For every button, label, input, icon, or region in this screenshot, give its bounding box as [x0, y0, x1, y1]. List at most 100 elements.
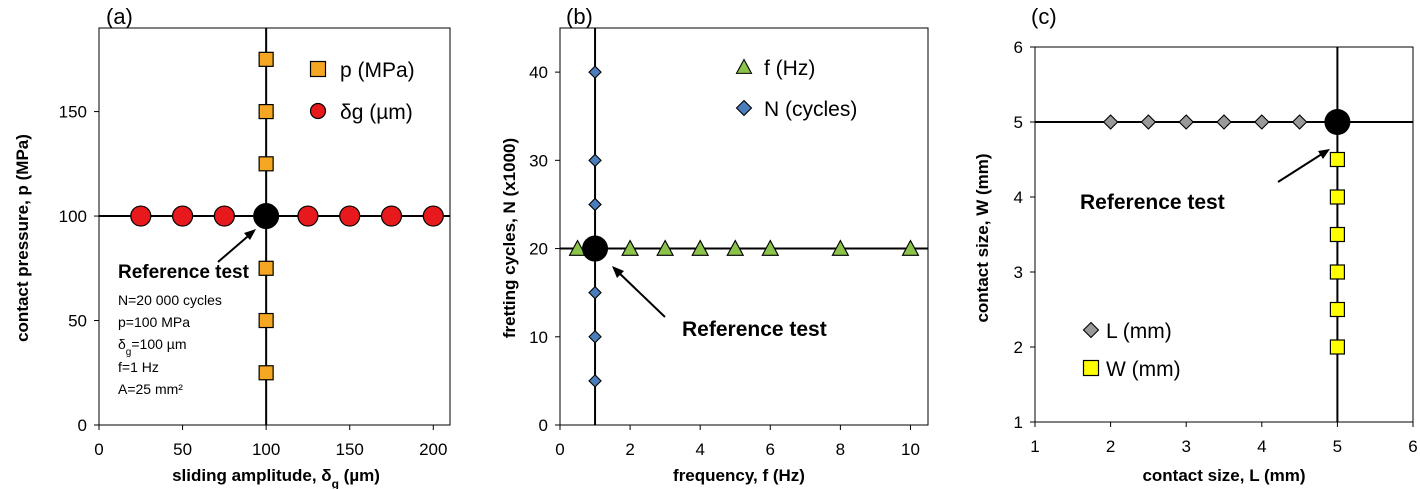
panel-b-ytick-label: 30 — [529, 151, 548, 170]
panel-c-reference-point — [1324, 109, 1351, 135]
panel-b-series-2-point — [588, 197, 602, 212]
panel-b-series-2-point — [588, 285, 602, 300]
panel-c-series-1-point — [1291, 114, 1308, 130]
panel-a-series-1-point — [258, 260, 274, 276]
panel-b-ytick-label: 0 — [539, 416, 548, 435]
panel-c-xtick-label: 1 — [1030, 437, 1039, 456]
panel-b: (b) frequency, f (Hz) fretting cycles, N… — [500, 4, 929, 485]
panel-b-xtick-label: 2 — [625, 440, 634, 459]
panel-c-xtick-label: 4 — [1257, 437, 1266, 456]
panel-c: (c) contact size, L (mm) contact size, W… — [973, 4, 1418, 485]
panel-c-xlabel: contact size, L (mm) — [1142, 466, 1305, 485]
panel-b-series-1-point — [726, 239, 745, 256]
panel-c-ytick-label: 1 — [1014, 413, 1023, 432]
panel-a-annotation-title: Reference test — [118, 262, 250, 283]
panel-c-xtick-label: 2 — [1106, 437, 1115, 456]
panel-b-xtick-label: 6 — [766, 440, 775, 459]
panel-c-plot-frame — [1034, 46, 1414, 423]
panel-b-series-1-point — [901, 239, 920, 256]
panel-a-xtick-label: 50 — [173, 440, 192, 459]
panel-a-arrowhead-icon — [244, 229, 256, 240]
panel-a-legend-marker-1 — [309, 60, 327, 78]
panel-b-series-1-point — [568, 239, 587, 256]
panel-b-xlabel: frequency, f (Hz) — [673, 466, 805, 485]
panel-a-legend-label-1: p (MPa) — [340, 59, 415, 82]
panel-b-series-1-point — [621, 239, 640, 256]
panel-c-series-1-point — [1216, 114, 1232, 130]
panel-c-legend-marker-2 — [1082, 359, 1100, 377]
panel-a-annotation: Reference test N=20 000 cycles p=100 MPa… — [118, 229, 256, 397]
panel-c-arrowhead-icon — [1318, 149, 1330, 159]
panel-b-annotation-arrow — [615, 269, 666, 318]
panel-c-ytick-label: 4 — [1014, 188, 1023, 207]
panel-a-series-2-point — [130, 205, 152, 227]
panel-a-series-2-point — [297, 205, 319, 227]
panel-c-series-1-point — [1254, 114, 1270, 130]
panel-a-legend-label-2: δg (µm) — [340, 101, 413, 124]
panel-a-series-2-point — [213, 205, 235, 227]
panel-a-series-2-point — [422, 205, 444, 227]
panel-a-xtick-label: 150 — [336, 440, 364, 459]
panel-a-ylabel: contact pressure, p (MPa) — [13, 134, 32, 342]
panel-c-legend-label-1: L (mm) — [1106, 320, 1172, 343]
panel-a-series-2-point — [380, 205, 403, 227]
panel-a-annotation-line-2: p=100 MPa — [118, 314, 190, 330]
panel-c-series-1-point — [1140, 114, 1157, 130]
panel-c-series-1-point — [1178, 114, 1194, 130]
panel-c-xtick-label: 6 — [1408, 437, 1417, 456]
panel-a-xlabel: sliding amplitude, δg (µm) — [172, 466, 380, 489]
panel-c-xtick-label: 3 — [1181, 437, 1190, 456]
panel-b-xtick-label: 8 — [836, 440, 845, 459]
panel-a-series-2-point — [171, 205, 194, 227]
panel-b-reference-point — [582, 235, 609, 262]
panel-a-xtick-label: 100 — [252, 440, 280, 459]
panel-c-xtick-label: 5 — [1333, 437, 1342, 456]
panel-a-ytick-label: 100 — [59, 207, 87, 226]
panel-c-ytick-label: 5 — [1014, 113, 1023, 132]
panel-a-series-1-point — [258, 312, 274, 329]
panel-b-legend-marker-2 — [735, 99, 753, 117]
panel-a-series-1-point — [258, 103, 274, 120]
panel-a-series-1-point — [258, 156, 274, 172]
panel-c-legend-marker-1 — [1082, 321, 1100, 339]
panel-b-xtick-label: 10 — [901, 440, 920, 459]
panel-c-annotation-arrow — [1277, 151, 1326, 183]
panel-a-series-1-point — [258, 365, 274, 381]
panel-b-ytick-label: 40 — [529, 63, 548, 82]
panel-b-xtick-label: 4 — [695, 440, 704, 459]
panel-b-series-2-point — [588, 329, 602, 344]
panel-b-ytick-label: 10 — [529, 328, 548, 347]
panel-c-annotation-title: Reference test — [1080, 191, 1225, 214]
panel-c-ytick-label: 3 — [1014, 263, 1023, 282]
panel-c-series-2-point — [1329, 264, 1346, 280]
panel-b-series-2-point — [588, 374, 602, 388]
panel-b-series-1-point — [831, 239, 850, 256]
panel-b-series-2-point — [588, 65, 602, 79]
panel-c-series-2-point — [1329, 189, 1346, 205]
panel-a-series-2-point — [339, 205, 361, 227]
panel-b-plot-frame — [559, 27, 929, 426]
panel-c-series-1-point — [1102, 114, 1119, 130]
panel-b-series-1-point — [761, 239, 780, 256]
panel-a-ytick-label: 0 — [78, 416, 87, 435]
panel-a-legend-marker-2 — [309, 102, 327, 120]
panel-c-ytick-label: 2 — [1014, 338, 1023, 357]
panel-b-legend-label-2: N (cycles) — [764, 98, 857, 121]
panel-b-label: (b) — [566, 4, 593, 29]
panel-a-annotation-line-4: f=1 Hz — [118, 359, 159, 375]
panel-c-annotation: Reference test — [1080, 149, 1330, 214]
panel-c-legend-label-2: W (mm) — [1106, 358, 1181, 381]
panel-c-label: (c) — [1031, 4, 1057, 29]
panel-a-xtick-label: 0 — [94, 440, 103, 459]
panel-a: (a) sliding amplitude, δg (µm) contact p… — [13, 4, 451, 489]
panel-b-legend-marker-1 — [735, 58, 753, 74]
panel-c-ylabel: contact size, W (mm) — [973, 153, 992, 322]
panel-c-ytick-label: 6 — [1014, 38, 1023, 57]
panel-b-legend-label-1: f (Hz) — [764, 57, 815, 80]
panel-b-plot: 0 2 4 6 8 10 0 10 20 30 40 f (Hz) N (cycles) — [529, 27, 929, 459]
panel-a-annotation-line-5: A=25 mm² — [118, 381, 183, 397]
panel-b-xtick-label: 0 — [555, 440, 564, 459]
panel-a-ytick-label: 150 — [59, 103, 87, 122]
panel-a-annotation-line-1: N=20 000 cycles — [118, 292, 222, 308]
panel-b-annotation: Reference test — [612, 266, 827, 341]
